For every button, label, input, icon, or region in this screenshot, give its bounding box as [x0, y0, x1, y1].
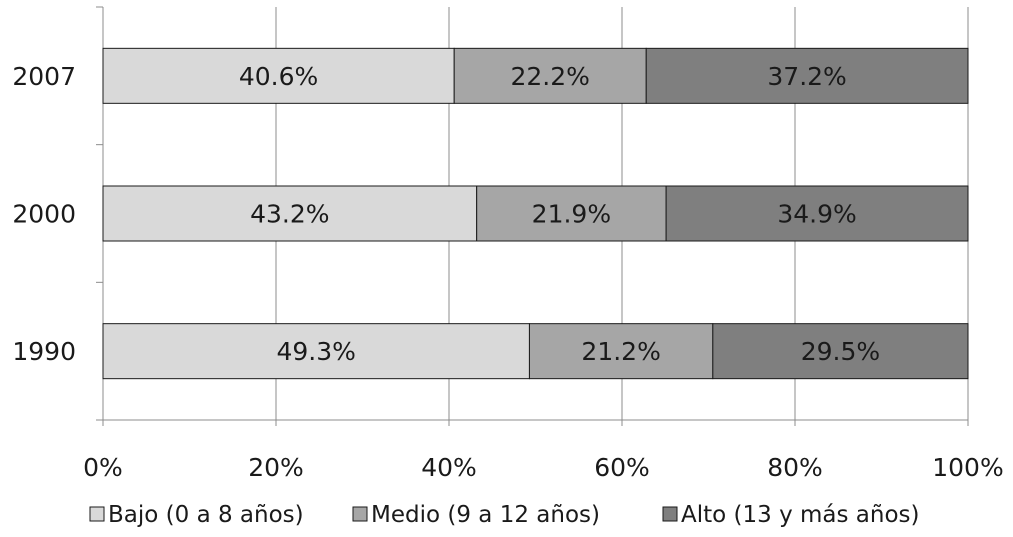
- legend-swatch: [662, 506, 678, 522]
- bar-data-label: 34.9%: [777, 200, 856, 229]
- bar-segment: [528, 323, 714, 380]
- category-label: 2007: [12, 62, 76, 91]
- bar-segment: [665, 185, 969, 242]
- x-tick-label: 80%: [767, 453, 823, 482]
- axes: 0% 20% 40% 60% 80% 100% 2007 2000 1990: [12, 6, 1004, 482]
- bar-data-label: 29.5%: [801, 337, 880, 366]
- legend-swatch: [352, 506, 368, 522]
- bar-segment: [476, 185, 667, 242]
- bar-segment: [645, 47, 969, 104]
- bar-data-label: 49.3%: [277, 337, 356, 366]
- bars: [102, 47, 969, 380]
- labels: 40.6% 22.2% 37.2% 43.2% 21.9% 34.9% 49.3% 21.2%…: [239, 62, 880, 366]
- bar-segment: [712, 323, 969, 380]
- bar-segment: [102, 47, 455, 104]
- bar-segment: [453, 47, 647, 104]
- bar-data-label: 21.2%: [581, 337, 660, 366]
- x-tick-label: 60%: [594, 453, 650, 482]
- x-tick-label: 100%: [932, 453, 1003, 482]
- category-label: 1990: [12, 337, 76, 366]
- bar-segment: [102, 323, 530, 380]
- bar-data-label: 21.9%: [532, 200, 611, 229]
- bar-segment: [102, 185, 478, 242]
- bar-data-label: 43.2%: [250, 200, 329, 229]
- bar-data-label: 40.6%: [239, 62, 318, 91]
- x-tick-label: 40%: [421, 453, 477, 482]
- legend-label: Bajo (0 a 8 años): [108, 502, 304, 528]
- x-tick-label: 0%: [83, 453, 123, 482]
- legend-swatch: [89, 506, 105, 522]
- legend-label: Alto (13 y más años): [681, 502, 920, 528]
- bar-data-label: 37.2%: [767, 62, 846, 91]
- x-tick-label: 20%: [248, 453, 304, 482]
- legend-label: Medio (9 a 12 años): [371, 502, 600, 528]
- bar-data-label: 22.2%: [510, 62, 589, 91]
- category-label: 2000: [12, 200, 76, 229]
- legend: Bajo (0 a 8 años) Medio (9 a 12 años) Alto…: [89, 502, 920, 528]
